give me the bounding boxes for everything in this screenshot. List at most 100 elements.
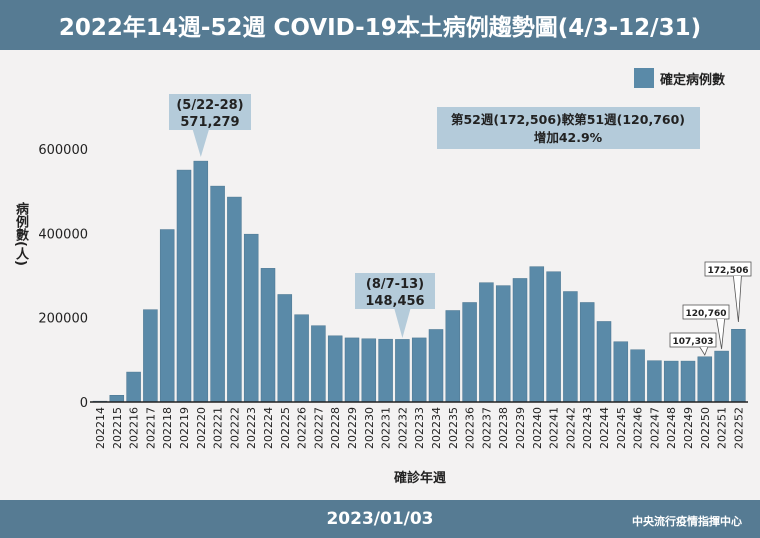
page-title: 2022年14週-52週 COVID-19本土病例趨勢圖(4/3-12/31) [0, 0, 760, 50]
x-tick-label: 202250 [699, 407, 712, 449]
bar-202227 [311, 325, 326, 403]
x-tick-label: 202236 [464, 407, 477, 449]
x-tick-label: 202227 [312, 407, 325, 449]
summary-line2: 增加42.9% [534, 130, 603, 145]
y-tick-label: 400000 [38, 227, 88, 242]
bar-202248 [663, 360, 679, 403]
bar-202226 [294, 314, 309, 403]
callout-pointer [733, 275, 742, 323]
y-axis-label: 病例數(人) [13, 202, 28, 266]
x-tick-label: 202230 [363, 407, 376, 449]
bar-202242 [563, 291, 578, 403]
x-tick-label: 202243 [581, 407, 594, 449]
x-tick-label: 202229 [346, 407, 359, 449]
x-tick-label: 202216 [128, 407, 141, 449]
bar-202223 [243, 233, 259, 403]
callout-value: 107,303 [673, 337, 714, 347]
bar-202250 [697, 356, 713, 403]
x-tick-label: 202224 [262, 407, 275, 449]
x-tick-label: 202221 [212, 407, 225, 449]
bar-202245 [613, 341, 629, 403]
bar-202224 [260, 268, 276, 403]
x-tick-label: 202238 [497, 407, 510, 449]
x-tick-label: 202241 [548, 407, 561, 449]
bar-202225 [277, 294, 293, 403]
y-tick-label: 0 [80, 396, 88, 411]
x-tick-label: 202248 [665, 407, 678, 449]
x-tick-label: 202249 [682, 407, 695, 449]
callout-value: 120,760 [686, 309, 727, 319]
x-tick-label: 202237 [480, 407, 493, 449]
x-tick-label: 202218 [161, 407, 174, 449]
bar-202239 [512, 278, 528, 403]
bar-202228 [327, 335, 343, 403]
x-axis-label: 確診年週 [394, 470, 446, 486]
callout-pointer [716, 318, 725, 350]
bar-202235 [445, 310, 461, 403]
x-tick-label: 202231 [380, 407, 393, 449]
bar-202231 [378, 338, 393, 403]
callout-value: 172,506 [708, 266, 749, 276]
bar-202238 [495, 285, 511, 403]
title-text: 2022年14週-52週 COVID-19本土病例趨勢圖(4/3-12/31) [58, 15, 702, 41]
value-callout [704, 261, 752, 277]
x-tick-label: 202239 [514, 407, 527, 449]
x-tick-label: 202245 [615, 407, 628, 449]
bar-202218 [159, 229, 175, 403]
bar-202246 [630, 349, 645, 403]
bar-202234 [428, 329, 444, 403]
bar-202251 [714, 350, 729, 403]
bar-202249 [680, 360, 696, 403]
x-tick-label: 202223 [245, 407, 258, 449]
x-tick-label: 202225 [279, 407, 292, 449]
summary-line1: 第52週(172,506)較第51週(120,760) [451, 112, 685, 127]
callout-week: (8/7-13) [366, 277, 424, 292]
bar-202233 [411, 337, 427, 403]
x-tick-label: 202214 [94, 407, 107, 449]
bar-202229 [344, 337, 360, 403]
x-tick-label: 202233 [413, 407, 426, 449]
bar-202217 [143, 309, 158, 403]
footer: 2023/01/03 中央流行疫情指揮中心 [0, 500, 760, 538]
x-tick-label: 202219 [178, 407, 191, 449]
y-tick-label: 600000 [38, 143, 88, 158]
x-tick-label: 202215 [111, 407, 124, 449]
bar-202236 [462, 302, 477, 403]
footer-date: 2023/01/03 [326, 509, 434, 529]
callout-week: (5/22-28) [176, 98, 243, 113]
x-tick-label: 202234 [430, 407, 443, 449]
bar-202237 [479, 282, 494, 403]
x-tick-label: 202217 [144, 407, 157, 449]
x-tick-label: 202232 [396, 407, 409, 449]
callout-value: 571,279 [180, 115, 239, 130]
x-tick-label: 202226 [296, 407, 309, 449]
bar-202232 [395, 339, 410, 403]
legend-swatch [634, 68, 654, 88]
x-tick-label: 202246 [632, 407, 645, 449]
bar-202216 [126, 371, 141, 403]
x-tick-label: 202252 [732, 407, 745, 449]
x-tick-label: 202220 [195, 407, 208, 449]
x-tick-label: 202247 [648, 407, 661, 449]
x-tick-label: 202242 [564, 407, 577, 449]
legend-label: 確定病例數 [660, 72, 725, 88]
peak-callout [355, 273, 435, 338]
x-tick-label: 202235 [447, 407, 460, 449]
bar-202221 [210, 185, 225, 403]
footer-org: 中央流行疫情指揮中心 [632, 515, 742, 528]
bar-202215 [109, 395, 125, 403]
x-tick-label: 202222 [228, 407, 241, 449]
bar-202252 [731, 329, 746, 403]
value-callout [669, 332, 717, 348]
bar-202220 [193, 160, 209, 403]
bar-202230 [361, 338, 377, 403]
callout-value: 148,456 [365, 294, 424, 309]
y-tick-label: 200000 [38, 312, 88, 327]
callout-pointer [699, 346, 709, 356]
bar-202219 [176, 169, 192, 403]
x-tick-label: 202240 [531, 407, 544, 449]
peak-callout [169, 94, 251, 157]
value-callout [682, 304, 730, 320]
